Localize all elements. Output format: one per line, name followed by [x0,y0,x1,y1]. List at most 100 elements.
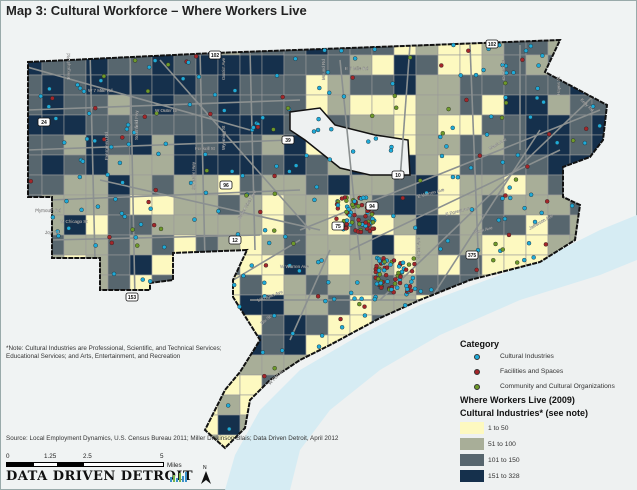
highway-shield-icon: 24 [37,117,51,127]
road [89,49,96,261]
tract [547,94,571,116]
legend-class: 1 to 50 [460,420,635,436]
tract [63,40,87,56]
point-facilities-spaces [464,97,469,103]
tract [129,414,153,436]
tract [129,314,153,336]
tract [41,174,65,196]
point-community-organizations [418,178,423,183]
tract [28,274,43,296]
tract [85,374,109,396]
point-cultural-industries [186,60,191,65]
point-facilities-spaces [146,199,151,205]
point-facilities-spaces [193,54,199,59]
highway-shield-icon: 375 [465,250,479,260]
point-facilities-spaces [272,173,277,179]
point-cultural-industries [280,348,285,353]
tract [371,214,395,236]
tract [415,54,439,76]
point-cultural-industries [339,325,345,330]
tract [327,234,351,256]
tract [41,40,65,56]
tract [503,74,527,96]
tract [415,134,439,156]
point-cultural-industries [344,218,350,223]
tract [415,214,439,236]
point-cultural-industries [237,304,242,309]
point-cultural-industries [249,263,254,268]
tract [195,294,219,316]
tract [151,374,175,396]
tract [63,314,87,336]
tract [107,214,131,236]
point-cultural-industries [203,152,208,157]
point-cultural-industries [535,86,540,91]
point-cultural-industries [327,157,332,162]
point-community-organizations [570,138,576,143]
tract [41,394,65,416]
tract [107,274,131,296]
tract [415,94,439,116]
point-cultural-industries [192,217,197,222]
tract [173,54,197,76]
street-label: Telegraph Rd [66,53,71,80]
point-cultural-industries [450,125,455,131]
point-cultural-industries [539,210,544,216]
tract [437,94,461,116]
tract [63,274,87,296]
tract [129,154,153,176]
point-facilities-spaces [379,285,384,290]
point-cultural-industries [119,211,125,216]
point-cultural-industries [534,95,540,101]
point-cultural-industries [554,140,560,145]
point-cultural-industries [260,115,265,120]
tract [28,154,43,176]
point-cultural-industries [117,160,123,166]
point-cultural-industries [508,195,513,201]
road [159,59,311,231]
legend-label: Facilities and Spaces [500,368,564,375]
legend-label: 51 to 100 [488,440,516,448]
tract [173,274,197,296]
tract [371,114,395,136]
tract [283,40,307,56]
point-cultural-industries [528,192,534,197]
point-community-organizations [500,247,505,252]
point-cultural-industries [429,287,434,292]
shield-number: 375 [468,253,477,259]
tract [327,74,351,96]
scale-label: 5 [160,453,164,460]
point-facilities-spaces [153,187,158,193]
tract [614,75,636,95]
point-cultural-industries [438,246,443,252]
point-cultural-industries [502,216,508,222]
scale-bar: 0 1.25 2.5 5 Miles [6,453,186,473]
point-cultural-industries [50,215,56,220]
point-cultural-industries [532,219,538,225]
point-cultural-industries [152,58,158,63]
point-community-organizations [135,243,140,248]
point-cultural-industries [316,344,322,349]
tract [63,154,87,176]
tract [28,294,43,316]
street-label: E 7 Mile Rd [345,66,369,71]
point-cultural-industries [409,279,414,284]
street-label: Harper Ave [416,237,421,260]
point-cultural-industries [468,165,474,171]
tract [371,174,395,196]
point-cultural-industries [362,313,368,318]
road [199,49,206,261]
tract [525,74,549,96]
legend-class: 101 to 150 [460,452,635,468]
point-cultural-industries [515,152,521,158]
legend-label: 1 to 50 [488,424,509,432]
point-cultural-industries [359,296,364,301]
highway-shield-icon: 94 [365,201,379,211]
tract [547,134,571,156]
point-cultural-industries [350,149,356,154]
point-cultural-industries [316,116,321,122]
point-facilities-spaces [258,209,263,215]
point-cultural-industries [528,114,533,120]
point-cultural-industries [162,244,167,250]
